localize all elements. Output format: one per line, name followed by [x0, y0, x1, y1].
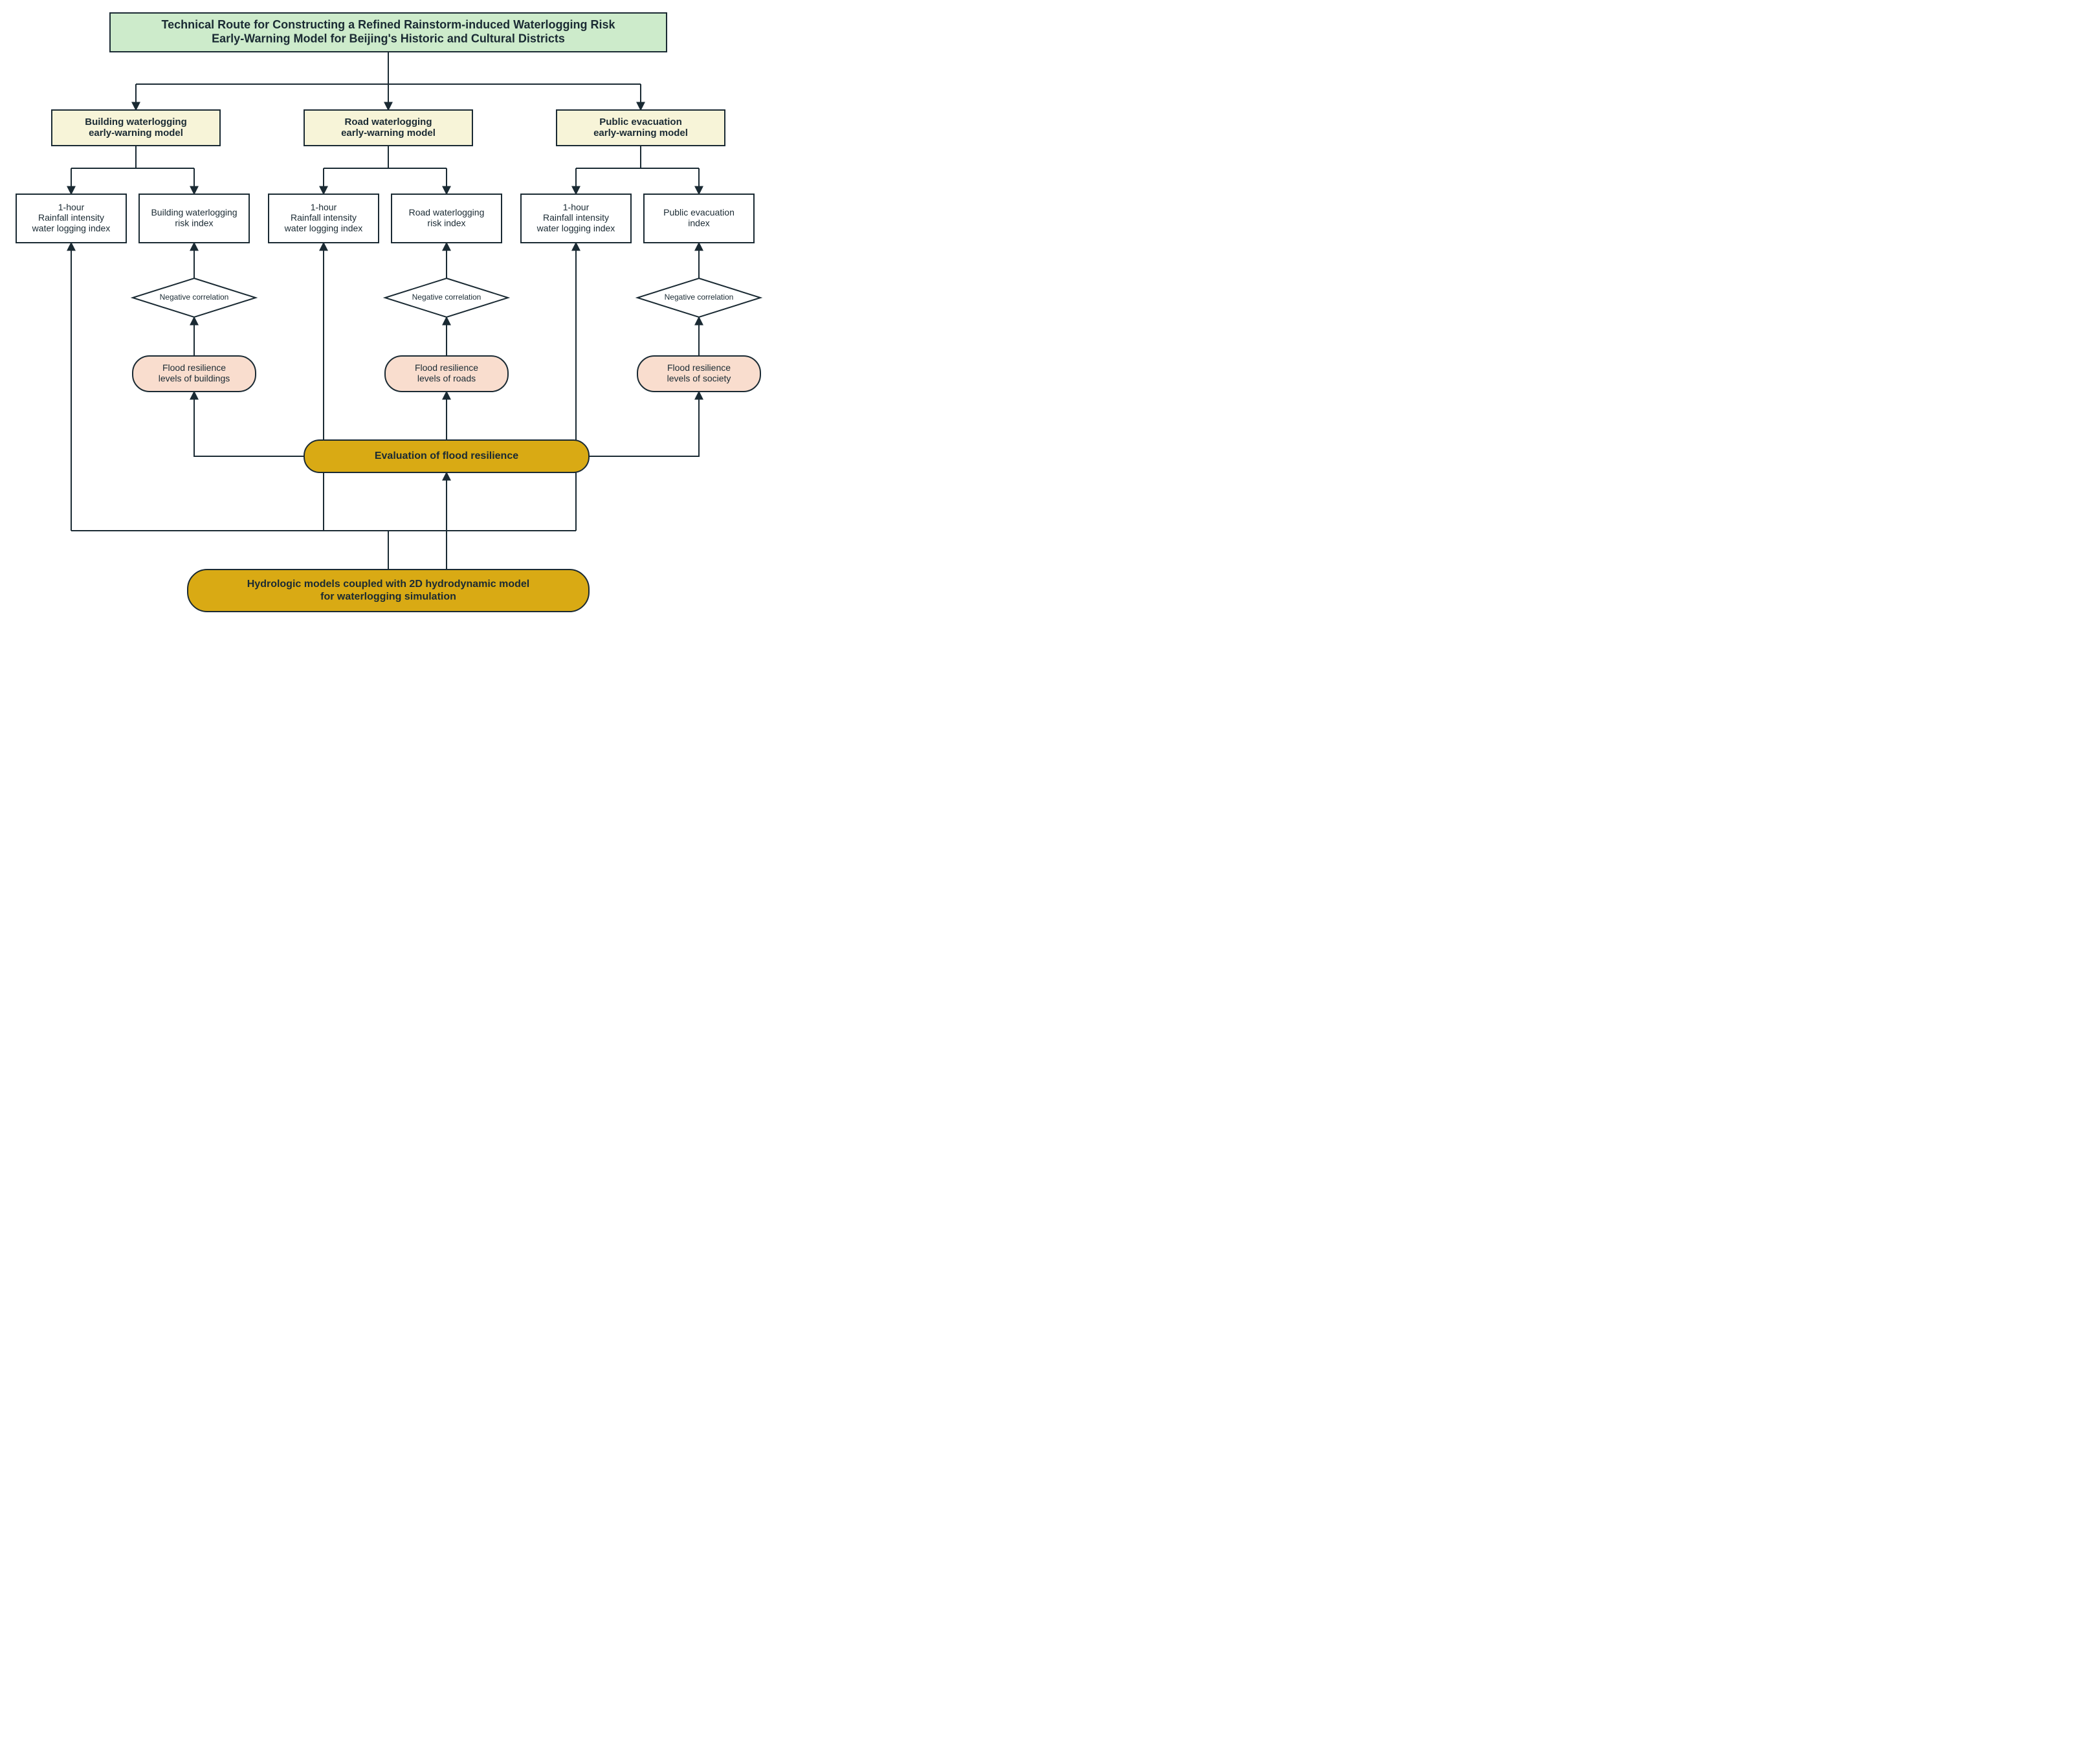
svg-text:Rainfall intensity: Rainfall intensity — [291, 212, 357, 223]
svg-text:1-hour: 1-hour — [563, 202, 590, 212]
svg-text:early-warning model: early-warning model — [341, 127, 436, 138]
svg-text:water logging index: water logging index — [32, 223, 111, 233]
svg-text:water logging index: water logging index — [536, 223, 615, 233]
svg-text:Road waterlogging: Road waterlogging — [409, 207, 485, 217]
svg-text:water logging index: water logging index — [284, 223, 363, 233]
svg-text:Building waterlogging: Building waterlogging — [85, 116, 187, 127]
svg-text:Building waterlogging: Building waterlogging — [151, 207, 237, 217]
svg-text:Negative correlation: Negative correlation — [160, 293, 229, 302]
svg-text:risk index: risk index — [175, 217, 213, 228]
svg-text:Public evacuation: Public evacuation — [663, 207, 735, 217]
svg-text:levels of buildings: levels of buildings — [159, 373, 230, 383]
svg-text:Evaluation of flood resilience: Evaluation of flood resilience — [375, 450, 518, 461]
svg-text:for waterlogging simulation: for waterlogging simulation — [320, 591, 456, 602]
svg-text:Flood resilience: Flood resilience — [415, 362, 478, 373]
svg-text:Public evacuation: Public evacuation — [599, 116, 682, 127]
svg-text:levels of roads: levels of roads — [417, 373, 476, 383]
svg-text:index: index — [688, 217, 709, 228]
svg-text:Rainfall intensity: Rainfall intensity — [543, 212, 609, 223]
svg-text:Road waterlogging: Road waterlogging — [345, 116, 432, 127]
svg-text:Rainfall intensity: Rainfall intensity — [38, 212, 104, 223]
svg-text:Flood resilience: Flood resilience — [667, 362, 731, 373]
svg-text:risk index: risk index — [427, 217, 465, 228]
svg-text:Negative correlation: Negative correlation — [665, 293, 734, 302]
svg-text:Technical Route for Constructi: Technical Route for Constructing a Refin… — [161, 18, 615, 31]
svg-text:Negative correlation: Negative correlation — [412, 293, 481, 302]
svg-text:Early-Warning Model for Beijin: Early-Warning Model for Beijing's Histor… — [212, 32, 565, 45]
svg-text:1-hour: 1-hour — [58, 202, 85, 212]
svg-text:early-warning model: early-warning model — [89, 127, 183, 138]
svg-text:Flood resilience: Flood resilience — [162, 362, 226, 373]
svg-text:early-warning model: early-warning model — [593, 127, 688, 138]
svg-text:Hydrologic models coupled with: Hydrologic models coupled with 2D hydrod… — [247, 579, 530, 590]
svg-text:levels of society: levels of society — [667, 373, 731, 383]
svg-text:1-hour: 1-hour — [311, 202, 337, 212]
